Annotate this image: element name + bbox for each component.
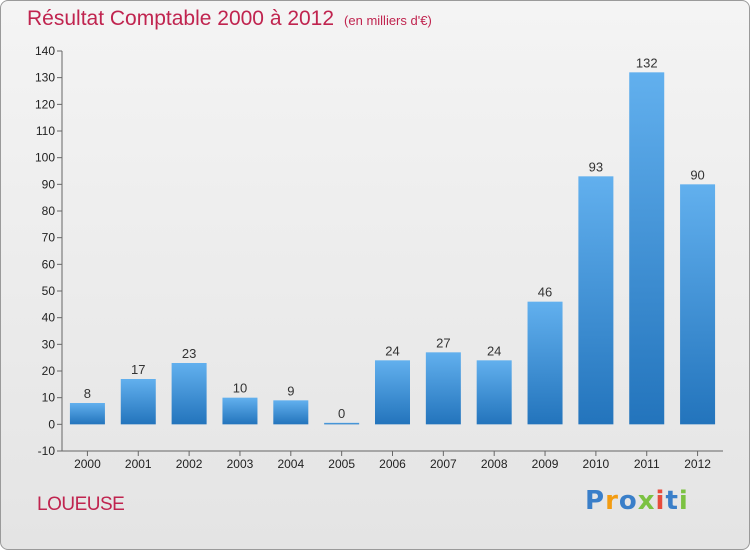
data-label: 17 bbox=[131, 362, 145, 377]
data-label: 27 bbox=[436, 335, 450, 350]
bar bbox=[527, 301, 563, 425]
data-label: 24 bbox=[487, 343, 501, 358]
logo-letter: t bbox=[665, 486, 679, 516]
y-tick-label: 80 bbox=[42, 204, 56, 218]
logo-letter: i bbox=[655, 486, 666, 516]
y-tick-label: 70 bbox=[42, 231, 56, 245]
bar bbox=[273, 400, 309, 425]
data-label: 93 bbox=[589, 159, 603, 174]
logo-letter: i bbox=[678, 486, 689, 516]
y-tick-label: 120 bbox=[35, 97, 55, 111]
y-tick-label: 140 bbox=[35, 44, 55, 58]
bar bbox=[680, 184, 716, 425]
bar bbox=[629, 72, 665, 425]
bar bbox=[171, 363, 207, 425]
y-tick-label: 50 bbox=[42, 284, 56, 298]
x-tick-label: 2002 bbox=[176, 457, 203, 471]
x-tick-label: 2008 bbox=[481, 457, 508, 471]
x-tick-label: 2011 bbox=[634, 457, 660, 471]
y-tick-label: 100 bbox=[35, 151, 55, 165]
bar bbox=[120, 379, 156, 425]
commune-name: LOUEUSE bbox=[37, 494, 125, 515]
data-label: 8 bbox=[84, 386, 91, 401]
bar bbox=[69, 403, 105, 425]
data-label: 0 bbox=[338, 406, 345, 421]
x-tick-label: 2003 bbox=[227, 457, 254, 471]
proxiti-logo: Proxiti bbox=[585, 486, 689, 516]
x-tick-label: 2012 bbox=[684, 457, 711, 471]
bar bbox=[375, 360, 410, 425]
logo-letter: x bbox=[637, 486, 656, 516]
data-label: 132 bbox=[636, 55, 658, 70]
x-tick-label: 2004 bbox=[277, 457, 304, 471]
y-tick-label: 40 bbox=[42, 311, 56, 325]
bar bbox=[578, 176, 614, 425]
y-tick-label: 60 bbox=[42, 257, 56, 271]
x-tick-label: 2005 bbox=[328, 457, 355, 471]
y-tick-label: 90 bbox=[42, 177, 56, 191]
logo-letter: r bbox=[605, 486, 619, 516]
x-tick-label: 2009 bbox=[532, 457, 559, 471]
data-label: 46 bbox=[538, 285, 552, 300]
y-tick-label: 0 bbox=[48, 417, 55, 431]
x-tick-label: 2007 bbox=[430, 457, 457, 471]
chart-title-main: Résultat Comptable 2000 à 2012 bbox=[27, 7, 335, 30]
data-label: 90 bbox=[690, 167, 704, 182]
data-label: 23 bbox=[182, 346, 196, 361]
x-tick-label: 2000 bbox=[74, 457, 101, 471]
data-label: 24 bbox=[385, 343, 399, 358]
y-tick-label: 30 bbox=[42, 337, 56, 351]
bar bbox=[324, 422, 360, 425]
y-tick-label: 10 bbox=[42, 391, 56, 405]
y-tick-label: -10 bbox=[38, 444, 56, 458]
x-tick-label: 2010 bbox=[583, 457, 610, 471]
logo-letter: P bbox=[585, 486, 606, 516]
bar bbox=[476, 360, 512, 425]
data-label: 10 bbox=[233, 381, 247, 396]
y-tick-label: 130 bbox=[35, 71, 55, 85]
chart-title-unit: (en milliers d'€) bbox=[344, 13, 432, 28]
y-tick-label: 110 bbox=[36, 124, 55, 138]
data-label: 9 bbox=[287, 383, 294, 398]
logo-letter: o bbox=[618, 486, 638, 516]
x-tick-label: 2001 bbox=[125, 457, 152, 471]
x-tick-label: 2006 bbox=[379, 457, 406, 471]
bar bbox=[222, 397, 258, 425]
y-tick-label: 20 bbox=[42, 364, 56, 378]
bar bbox=[425, 352, 461, 425]
chart-title: Résultat Comptable 2000 à 2012 (en millie… bbox=[27, 7, 432, 31]
